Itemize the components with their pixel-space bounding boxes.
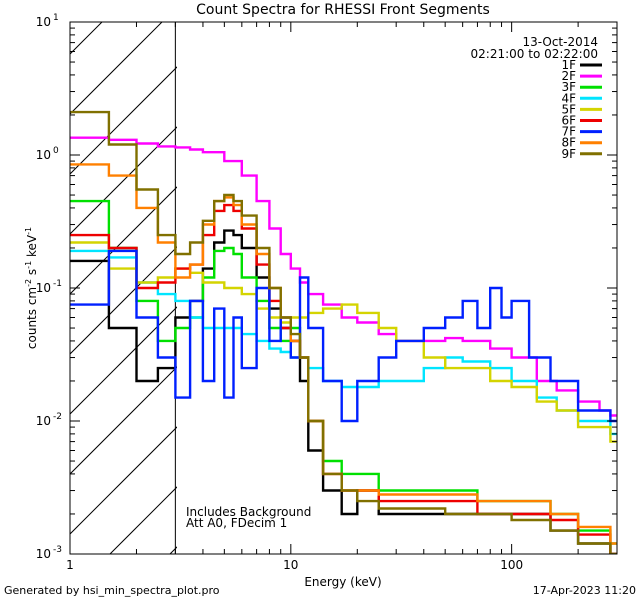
hatch-line	[350, 0, 640, 554]
hatch-line	[230, 0, 640, 554]
y-tick-label: 10	[36, 281, 51, 295]
x-tick-label: 1	[66, 558, 74, 572]
series-7F	[70, 249, 617, 423]
footer-generated-by: Generated by hsi_min_spectra_plot.pro	[4, 584, 220, 597]
legend-label-2F: 2F	[561, 69, 576, 83]
series-3F	[70, 199, 617, 545]
legend-label-8F: 8F	[561, 136, 576, 150]
series-layer	[70, 110, 617, 554]
y-tick-exponent: -2	[53, 412, 62, 422]
series-4F	[70, 249, 617, 436]
hatch-line	[410, 0, 640, 554]
legend-label-9F: 9F	[561, 147, 576, 161]
legend-label-1F: 1F	[561, 58, 576, 72]
legend-label-4F: 4F	[561, 91, 576, 105]
hatch-line	[70, 186, 177, 295]
y-axis-label-exp1: -2	[24, 279, 33, 287]
annotation-background: Includes Background	[186, 505, 311, 519]
hatch-line	[70, 366, 177, 475]
hatch-line	[70, 22, 163, 115]
x-tick-label: 10	[283, 558, 298, 572]
annotation-attenuator: Att A0, FDecim 1	[186, 516, 287, 530]
hatch-line	[70, 66, 177, 175]
date-label: 13-Oct-2014	[522, 35, 598, 49]
y-tick-label: 10	[36, 414, 51, 428]
y-tick-exponent: 0	[53, 146, 59, 156]
y-tick-exponent: 1	[53, 13, 59, 23]
y-axis-label-mid: s	[25, 269, 39, 279]
x-tick-label: 100	[500, 558, 523, 572]
hatch-line	[70, 426, 177, 535]
y-axis-label-mid2: keV	[25, 234, 39, 261]
legend-label-5F: 5F	[561, 102, 576, 116]
y-tick-label: 10	[36, 15, 51, 29]
legend-label-3F: 3F	[561, 80, 576, 94]
footer-timestamp: 17-Apr-2023 11:20	[533, 584, 636, 597]
series-8F	[70, 163, 617, 545]
y-axis-label-exp2: -1	[24, 261, 33, 269]
x-axis-label: Energy (keV)	[304, 575, 381, 589]
y-tick-label: 10	[36, 547, 51, 561]
y-tick-label: 10	[36, 148, 51, 162]
y-tick-exponent: -3	[53, 545, 62, 555]
excluded-region-hatch	[70, 0, 640, 554]
time-range-label: 02:21:00 to 02:22:00	[471, 47, 598, 61]
hatch-line	[70, 22, 103, 55]
y-axis-label: counts cm-2 s-1 keV-1	[24, 227, 39, 349]
y-axis-label-main: counts cm	[25, 287, 39, 349]
legend-label-6F: 6F	[561, 114, 576, 128]
series-2F	[70, 136, 617, 417]
legend-label-7F: 7F	[561, 125, 576, 139]
series-9F	[70, 110, 617, 554]
chart-title: Count Spectra for RHESSI Front Segments	[196, 2, 490, 18]
y-tick-exponent: -1	[53, 279, 62, 289]
y-axis-label-exp3: -1	[24, 227, 33, 235]
hatch-line	[70, 246, 177, 355]
